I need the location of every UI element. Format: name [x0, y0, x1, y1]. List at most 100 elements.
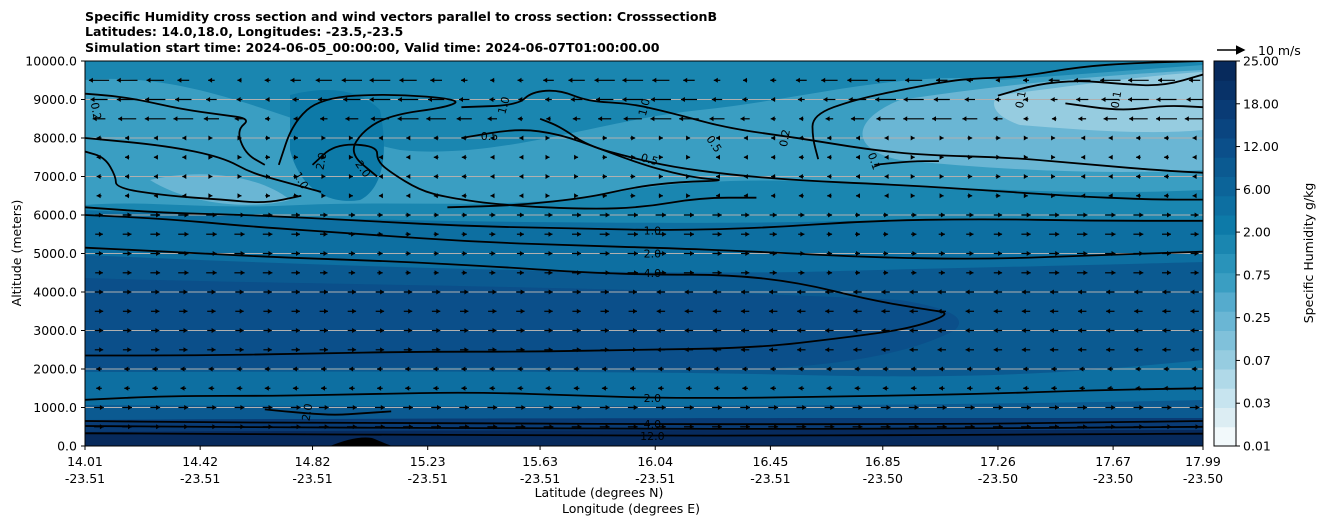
wind-vector-head: [937, 347, 942, 353]
wind-vector-head: [153, 193, 158, 199]
colorbar-segment: [1214, 311, 1236, 331]
wind-vector-head: [605, 270, 610, 276]
wind-vector-head: [1167, 270, 1171, 276]
wind-vector-head: [321, 385, 325, 391]
wind-vector-head: [998, 270, 1003, 276]
x-tick-label-lon: -23.50: [1183, 471, 1223, 486]
wind-vector-head: [881, 328, 886, 333]
wind-vector-head: [324, 289, 328, 295]
contour-line-0.5: [85, 150, 302, 204]
x-tick-label-lat: 15.23: [410, 454, 446, 469]
wind-vector-head: [1134, 308, 1139, 314]
wind-vector-head: [464, 347, 469, 353]
wind-vector-head: [548, 308, 553, 314]
wind-vector-head: [1021, 328, 1026, 333]
wind-vector-head: [153, 154, 158, 160]
wind-vector-head: [716, 154, 720, 160]
wind-vector-head: [267, 308, 272, 314]
wind-vector-head: [881, 308, 886, 314]
wind-vector-head: [568, 77, 573, 83]
wind-vector-head: [98, 270, 103, 276]
wind-vector-head: [825, 116, 830, 122]
x-tick-label-lon: -23.50: [863, 471, 903, 486]
wind-vector-head: [156, 231, 161, 237]
wind-vector-head: [239, 328, 244, 333]
wind-vector-head: [125, 174, 129, 179]
wind-vector-head: [180, 366, 185, 372]
contour-label: 2.0: [644, 392, 662, 405]
wind-vector-head: [1164, 135, 1169, 141]
wind-vector-head: [493, 424, 498, 430]
wind-vector-head: [378, 270, 383, 276]
wind-vector-head: [1184, 116, 1189, 122]
wind-vector-head: [405, 385, 410, 391]
wind-vector-head: [1078, 347, 1082, 353]
wind-vector-head: [714, 366, 719, 372]
wind-vector-head: [183, 308, 188, 314]
wind-vector-head: [380, 424, 385, 430]
wind-vector-head: [127, 270, 132, 276]
wind-vector-head: [352, 328, 357, 333]
wind-vector-head: [1021, 347, 1026, 353]
wind-vector-head: [1162, 347, 1167, 353]
wind-vector-head: [324, 347, 328, 353]
wind-vector-head: [206, 97, 211, 102]
wind-vector-head: [183, 347, 188, 353]
wind-vector-head: [771, 174, 776, 179]
wind-vector-head: [1106, 289, 1111, 295]
wind-vector-head: [605, 405, 610, 410]
wind-vector-head: [799, 116, 804, 122]
x-tick-label-lon: -23.51: [635, 471, 675, 486]
wind-vector-head: [296, 212, 300, 218]
wind-vector-head: [689, 424, 694, 430]
contour-line-0.5: [539, 117, 1203, 201]
wind-vector-head: [853, 347, 858, 353]
y-tick-label: 2000.0: [33, 362, 77, 377]
wind-vector-head: [998, 251, 1003, 256]
wind-vector-head: [826, 385, 831, 391]
wind-vector-head: [1026, 270, 1031, 276]
wind-vector-head: [1163, 366, 1168, 372]
wind-vector-head: [549, 424, 554, 430]
wind-vector-head: [1079, 366, 1084, 372]
wind-vector-head: [1195, 424, 1200, 430]
wind-vector-head: [683, 77, 688, 83]
wind-vector-head: [408, 405, 413, 410]
contour-label: 2.0: [314, 151, 330, 170]
wind-vector-head: [966, 77, 971, 83]
wind-vector-head: [237, 77, 242, 83]
wind-vector-head: [1081, 193, 1086, 199]
wind-vector-head: [594, 77, 599, 83]
colorbar-frame: [1213, 60, 1237, 447]
wind-vector-head: [848, 97, 853, 102]
wind-vector-head: [380, 347, 385, 353]
y-tick-label: 5000.0: [33, 246, 77, 261]
y-tick-label: 8000.0: [33, 131, 77, 146]
wind-vector-head: [634, 212, 638, 218]
wind-vector-head: [658, 135, 663, 141]
wind-vector-head: [437, 424, 441, 430]
wind-vector-head: [658, 174, 663, 179]
wind-vector-head: [92, 116, 97, 122]
wind-vector-head: [969, 212, 974, 218]
colorbar-tick-label: 2.00: [1243, 225, 1271, 240]
wind-vector-head: [436, 347, 441, 353]
wind-vector-head: [658, 385, 663, 391]
wind-vector-head: [1164, 154, 1169, 160]
wind-vector-head: [825, 289, 830, 295]
wind-vector-head: [690, 231, 694, 237]
wind-vector-head: [631, 174, 636, 179]
wind-vector-head: [1194, 270, 1199, 276]
wind-vector-head: [827, 193, 832, 199]
contour-label: 12.0: [640, 430, 665, 443]
wind-vector-head: [745, 231, 750, 237]
wind-vector-head: [183, 289, 188, 295]
wind-vector-head: [717, 270, 722, 276]
wind-vector-head: [175, 97, 180, 102]
contour-line-0.1: [997, 73, 1203, 97]
wind-vector-head: [1167, 251, 1171, 256]
wind-vector-head: [352, 424, 357, 430]
wind-vector-head: [144, 116, 149, 122]
wind-vector-head: [656, 289, 661, 295]
wind-vector-head: [1194, 251, 1199, 256]
